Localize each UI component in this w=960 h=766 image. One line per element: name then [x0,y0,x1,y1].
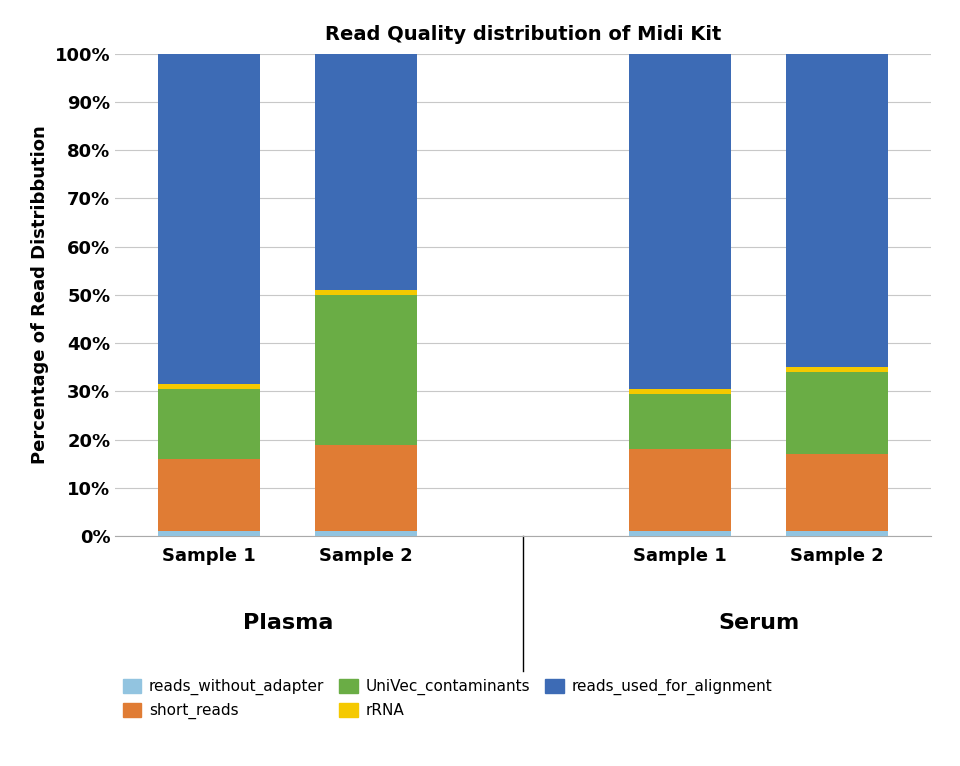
Bar [629,450,732,532]
Bar [786,372,888,454]
Bar [629,394,732,450]
Bar [158,532,260,536]
Bar [786,368,888,372]
Text: Serum: Serum [718,614,800,633]
Bar [629,389,732,394]
Bar [158,54,260,385]
Bar [315,295,418,444]
Legend: reads_without_adapter, short_reads, UniVec_contaminants, rRNA, reads_used_for_al: reads_without_adapter, short_reads, UniV… [123,679,772,719]
Bar [158,389,260,459]
Bar [315,290,418,295]
Title: Read Quality distribution of Midi Kit: Read Quality distribution of Midi Kit [325,25,721,44]
Bar [629,54,732,389]
Bar [786,532,888,536]
Text: Plasma: Plasma [243,614,333,633]
Bar [786,454,888,532]
Bar [158,459,260,532]
Y-axis label: Percentage of Read Distribbution: Percentage of Read Distribbution [31,126,49,464]
Bar [315,54,418,290]
Bar [315,532,418,536]
Bar [629,532,732,536]
Bar [158,385,260,389]
Bar [315,444,418,532]
Bar [786,54,888,368]
